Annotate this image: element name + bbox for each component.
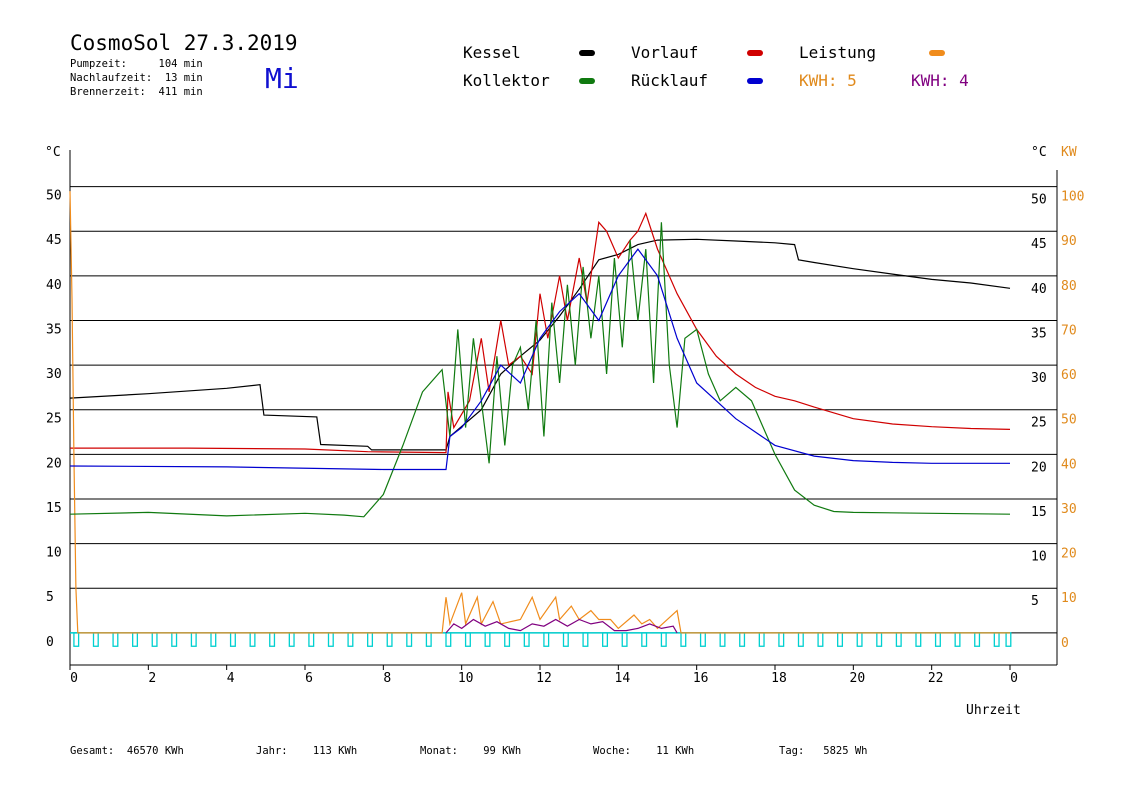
- y2-tick-label: 40: [1061, 457, 1077, 472]
- x-tick-label: 14: [615, 671, 631, 686]
- legend-label: Leistung: [799, 43, 876, 62]
- x-tick-label: 4: [227, 671, 235, 686]
- y-tick-label: 30: [46, 367, 62, 382]
- y-right-tick-label: 5: [1031, 594, 1039, 609]
- y-tick-label: 10: [46, 546, 62, 561]
- x-tick-label: 8: [383, 671, 391, 686]
- y2-tick-label: 100: [1061, 190, 1084, 205]
- info-line: Pumpzeit: 104 min: [70, 58, 203, 70]
- chart-title: CosmoSol 27.3.2019: [70, 31, 298, 55]
- footer-stat: Tag: 5825 Wh: [779, 745, 868, 757]
- y-tick-label: 45: [46, 233, 62, 248]
- y-axis-label: °C: [45, 145, 61, 160]
- footer-stat: Gesamt: 46570 KWh: [70, 745, 184, 757]
- x-tick-label: 2: [148, 671, 156, 686]
- y-tick-label: 15: [46, 501, 62, 516]
- y-right-tick-label: 45: [1031, 237, 1047, 252]
- y2-tick-label: 80: [1061, 279, 1077, 294]
- y-tick-label: 20: [46, 456, 62, 471]
- pump-pulse: [484, 632, 491, 647]
- x-tick-label: 10: [458, 671, 474, 686]
- x-tick-label: 16: [693, 671, 709, 686]
- footer-stat: Woche: 11 KWh: [593, 745, 694, 757]
- x-tick-label: 22: [928, 671, 944, 686]
- y2-tick-label: 30: [1061, 502, 1077, 517]
- y-tick-label: 5: [46, 590, 54, 605]
- y-right-tick-label: 25: [1031, 416, 1047, 431]
- y2-axis-label: KW: [1061, 145, 1077, 160]
- y-right-tick-label: 30: [1031, 371, 1047, 386]
- pump-pulse: [641, 632, 648, 647]
- y-tick-label: 0: [46, 635, 54, 650]
- y-tick-label: 35: [46, 322, 62, 337]
- y2-tick-label: 60: [1061, 368, 1077, 383]
- y2-tick-label: 70: [1061, 323, 1077, 338]
- series-line: [69, 248, 1010, 471]
- x-tick-label: 0: [70, 671, 78, 686]
- y2-tick-label: 0: [1061, 636, 1069, 651]
- series-line: [70, 211, 1011, 454]
- y2-temp-label: °C: [1031, 145, 1047, 160]
- y-right-tick-label: 35: [1031, 326, 1047, 341]
- y-right-tick-label: 40: [1031, 282, 1047, 297]
- y-tick-label: 25: [46, 412, 62, 427]
- legend-label: Vorlauf: [631, 43, 698, 62]
- x-tick-label: 6: [305, 671, 313, 686]
- pump-pulse: [562, 632, 569, 647]
- legend-label: Rücklauf: [631, 71, 708, 90]
- pump-pulse: [621, 632, 628, 647]
- x-tick-label: 20: [850, 671, 866, 686]
- footer-stat: Jahr: 113 KWh: [256, 745, 357, 757]
- x-tick-label: 18: [771, 671, 787, 686]
- pump-pulse: [660, 632, 667, 647]
- kwh-label: KWH: 5: [799, 71, 857, 90]
- series-line: [69, 191, 1010, 634]
- y-right-tick-label: 20: [1031, 460, 1047, 475]
- series-line: [445, 618, 678, 634]
- y-right-tick-label: 10: [1031, 550, 1047, 565]
- pump-pulse: [543, 632, 550, 647]
- pump-pulse: [582, 632, 589, 647]
- x-tick-label: 12: [536, 671, 552, 686]
- y2-tick-label: 50: [1061, 413, 1077, 428]
- y2-tick-label: 90: [1061, 234, 1077, 249]
- y2-tick-label: 10: [1061, 591, 1077, 606]
- pump-pulse: [445, 632, 452, 647]
- footer-stat: Monat: 99 KWh: [420, 745, 521, 757]
- pump-pulse: [73, 632, 80, 647]
- kwh-label: KWH: 4: [911, 71, 969, 90]
- legend-label: Kessel: [463, 43, 521, 62]
- weekday: Mi: [265, 62, 299, 95]
- legend-label: Kollektor: [463, 71, 550, 90]
- series-line: [69, 222, 1011, 518]
- y2-tick-label: 20: [1061, 547, 1077, 562]
- pump-pulse: [504, 632, 511, 647]
- x-tick-label: 0: [1010, 671, 1018, 686]
- info-line: Brennerzeit: 411 min: [70, 86, 203, 98]
- y-right-tick-label: 15: [1031, 505, 1047, 520]
- pump-pulse: [464, 632, 471, 647]
- y-tick-label: 40: [46, 278, 62, 293]
- y-right-tick-label: 50: [1031, 193, 1047, 208]
- x-axis-label: Uhrzeit: [966, 703, 1021, 718]
- pump-pulse: [523, 632, 530, 647]
- y-tick-label: 50: [46, 189, 62, 204]
- pump-pulse: [602, 632, 609, 647]
- info-line: Nachlaufzeit: 13 min: [70, 72, 203, 84]
